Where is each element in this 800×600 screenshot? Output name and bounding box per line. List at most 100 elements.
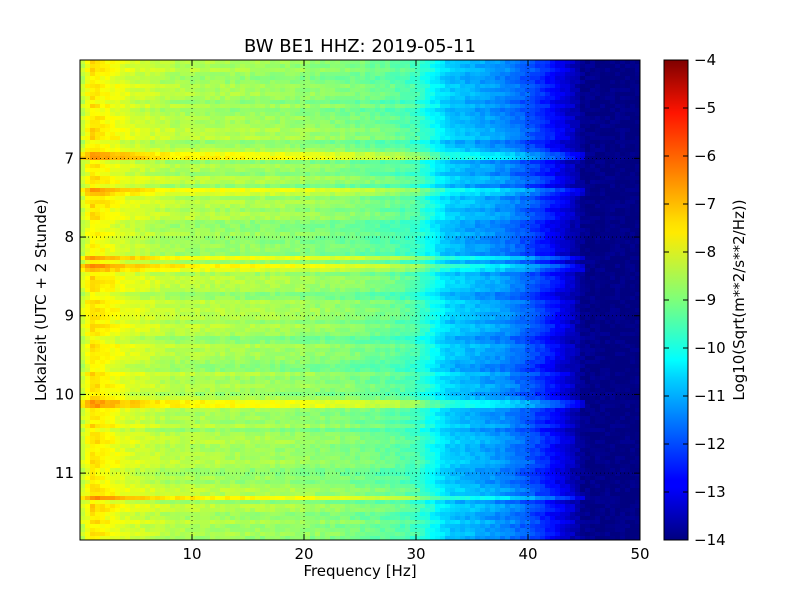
heatmap-cell xyxy=(510,204,516,209)
heatmap-cell xyxy=(160,116,166,121)
heatmap-cell xyxy=(425,76,431,81)
heatmap-cell xyxy=(555,124,561,129)
heatmap-cell xyxy=(390,72,396,77)
heatmap-cell xyxy=(310,168,316,173)
heatmap-cell xyxy=(520,120,526,125)
heatmap-cell xyxy=(140,160,146,165)
heatmap-cell xyxy=(330,88,336,93)
heatmap-cell xyxy=(535,152,541,157)
heatmap-cell xyxy=(625,220,631,225)
heatmap-cell xyxy=(395,232,401,237)
heatmap-cell xyxy=(465,204,471,209)
heatmap-cell xyxy=(580,80,586,85)
heatmap-cell xyxy=(625,232,631,237)
heatmap-cell xyxy=(450,168,456,173)
heatmap-cell xyxy=(310,72,316,77)
heatmap-cell xyxy=(545,208,551,213)
heatmap-cell xyxy=(470,188,476,193)
heatmap-cell xyxy=(485,184,491,189)
heatmap-cell xyxy=(320,172,326,177)
heatmap-cell xyxy=(455,64,461,69)
heatmap-cell xyxy=(365,224,371,229)
heatmap-cell xyxy=(370,100,376,105)
heatmap-cell xyxy=(160,72,166,77)
heatmap-cell xyxy=(160,96,166,101)
heatmap-cell xyxy=(270,144,276,149)
heatmap-cell xyxy=(85,148,91,153)
heatmap-cell xyxy=(540,80,546,85)
heatmap-cell xyxy=(410,160,416,165)
heatmap-cell xyxy=(165,176,171,181)
heatmap-cell xyxy=(300,196,306,201)
heatmap-cell xyxy=(180,156,186,161)
heatmap-cell xyxy=(510,84,516,89)
heatmap-cell xyxy=(590,144,596,149)
heatmap-cell xyxy=(485,228,491,233)
heatmap-cell xyxy=(435,164,441,169)
heatmap-cell xyxy=(445,128,451,133)
heatmap-cell xyxy=(320,160,326,165)
heatmap-cell xyxy=(180,108,186,113)
heatmap-cell xyxy=(185,92,191,97)
heatmap-cell xyxy=(355,116,361,121)
heatmap-cell xyxy=(590,64,596,69)
heatmap-cell xyxy=(250,132,256,137)
heatmap-cell xyxy=(85,216,91,221)
heatmap-cell xyxy=(155,184,161,189)
heatmap-cell xyxy=(125,168,131,173)
heatmap-cell xyxy=(440,136,446,141)
heatmap-cell xyxy=(315,124,321,129)
heatmap-cell xyxy=(415,204,421,209)
heatmap-cell xyxy=(290,140,296,145)
heatmap-cell xyxy=(490,120,496,125)
heatmap-cell xyxy=(350,172,356,177)
heatmap-cell xyxy=(315,132,321,137)
heatmap-cell xyxy=(455,112,461,117)
heatmap-cell xyxy=(240,152,246,157)
heatmap-cell xyxy=(450,192,456,197)
heatmap-cell xyxy=(140,216,146,221)
heatmap-cell xyxy=(195,76,201,81)
heatmap-cell xyxy=(515,148,521,153)
heatmap-cell xyxy=(480,100,486,105)
heatmap-cell xyxy=(635,72,640,77)
heatmap-cell xyxy=(505,196,511,201)
heatmap-cell xyxy=(635,92,640,97)
heatmap-cell xyxy=(240,116,246,121)
heatmap-cell xyxy=(600,136,606,141)
heatmap-cell xyxy=(390,108,396,113)
heatmap-cell xyxy=(175,64,181,69)
heatmap-cell xyxy=(160,148,166,153)
heatmap-cell xyxy=(350,192,356,197)
heatmap-cell xyxy=(485,88,491,93)
heatmap-cell xyxy=(80,228,86,233)
heatmap-cell xyxy=(595,228,601,233)
heatmap-cell xyxy=(320,132,326,137)
heatmap-cell xyxy=(570,196,576,201)
heatmap-cell xyxy=(335,152,341,157)
heatmap-cell xyxy=(360,212,366,217)
heatmap-cell xyxy=(185,104,191,109)
heatmap-cell xyxy=(170,124,176,129)
heatmap-cell xyxy=(205,128,211,133)
heatmap-cell xyxy=(145,224,151,229)
heatmap-cell xyxy=(160,140,166,145)
heatmap-cell xyxy=(365,184,371,189)
heatmap-cell xyxy=(575,116,581,121)
heatmap-cell xyxy=(580,128,586,133)
heatmap-cell xyxy=(585,208,591,213)
heatmap-cell xyxy=(130,140,136,145)
heatmap-cell xyxy=(490,232,496,237)
heatmap-cell xyxy=(235,188,241,193)
heatmap-cell xyxy=(175,124,181,129)
heatmap-cell xyxy=(235,96,241,101)
heatmap-cell xyxy=(195,84,201,89)
heatmap-cell xyxy=(525,232,531,237)
heatmap-cell xyxy=(465,212,471,217)
heatmap-cell xyxy=(125,196,131,201)
heatmap-cell xyxy=(395,164,401,169)
heatmap-cell xyxy=(155,164,161,169)
heatmap-cell xyxy=(160,228,166,233)
heatmap-cell xyxy=(85,212,91,217)
heatmap-cell xyxy=(330,96,336,101)
